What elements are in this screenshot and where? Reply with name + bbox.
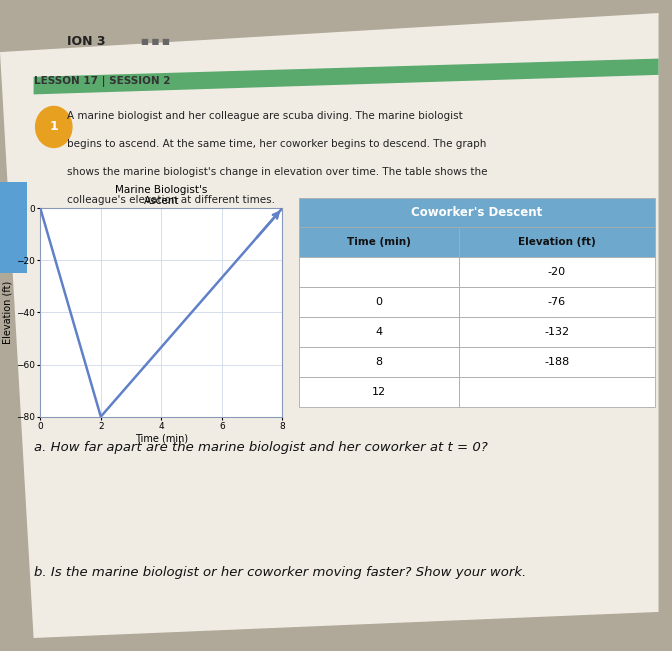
Text: -20: -20 bbox=[548, 267, 566, 277]
Text: 4: 4 bbox=[376, 327, 383, 337]
Text: a. How far apart are the marine biologist and her coworker at t = 0?: a. How far apart are the marine biologis… bbox=[34, 441, 487, 454]
Text: 1: 1 bbox=[49, 120, 58, 133]
Text: 12: 12 bbox=[372, 387, 386, 396]
Text: 0: 0 bbox=[376, 297, 382, 307]
Text: LESSON 17 | SESSION 2: LESSON 17 | SESSION 2 bbox=[34, 76, 170, 87]
Bar bbox=[299, 227, 459, 257]
Bar bbox=[299, 197, 655, 227]
Text: begins to ascend. At the same time, her coworker begins to descend. The graph: begins to ascend. At the same time, her … bbox=[67, 139, 487, 149]
Text: 8: 8 bbox=[376, 357, 383, 367]
Text: colleague's elevation at different times.: colleague's elevation at different times… bbox=[67, 195, 276, 205]
X-axis label: Time (min): Time (min) bbox=[134, 434, 188, 444]
Y-axis label: Elevation (ft): Elevation (ft) bbox=[3, 281, 13, 344]
Text: Time (min): Time (min) bbox=[347, 238, 411, 247]
Bar bbox=[299, 257, 459, 287]
Bar bbox=[459, 287, 655, 317]
Text: Coworker's Descent: Coworker's Descent bbox=[411, 206, 543, 219]
Text: -188: -188 bbox=[544, 357, 570, 367]
Text: -132: -132 bbox=[544, 327, 569, 337]
Bar bbox=[459, 257, 655, 287]
Bar bbox=[299, 317, 459, 347]
Title: Marine Biologist's
Ascent: Marine Biologist's Ascent bbox=[115, 184, 208, 206]
Bar bbox=[459, 347, 655, 377]
Bar bbox=[459, 377, 655, 407]
Text: Elevation (ft): Elevation (ft) bbox=[518, 238, 596, 247]
Text: -76: -76 bbox=[548, 297, 566, 307]
Text: ■ ■ ■: ■ ■ ■ bbox=[141, 37, 170, 46]
Bar bbox=[299, 377, 459, 407]
Text: b. Is the marine biologist or her coworker moving faster? Show your work.: b. Is the marine biologist or her cowork… bbox=[34, 566, 526, 579]
Circle shape bbox=[36, 106, 72, 147]
Text: ION 3: ION 3 bbox=[67, 35, 106, 48]
Bar bbox=[299, 287, 459, 317]
Text: A marine biologist and her colleague are scuba diving. The marine biologist: A marine biologist and her colleague are… bbox=[67, 111, 463, 120]
Bar bbox=[299, 347, 459, 377]
Bar bbox=[459, 227, 655, 257]
Text: shows the marine biologist's change in elevation over time. The table shows the: shows the marine biologist's change in e… bbox=[67, 167, 488, 177]
Bar bbox=[459, 317, 655, 347]
